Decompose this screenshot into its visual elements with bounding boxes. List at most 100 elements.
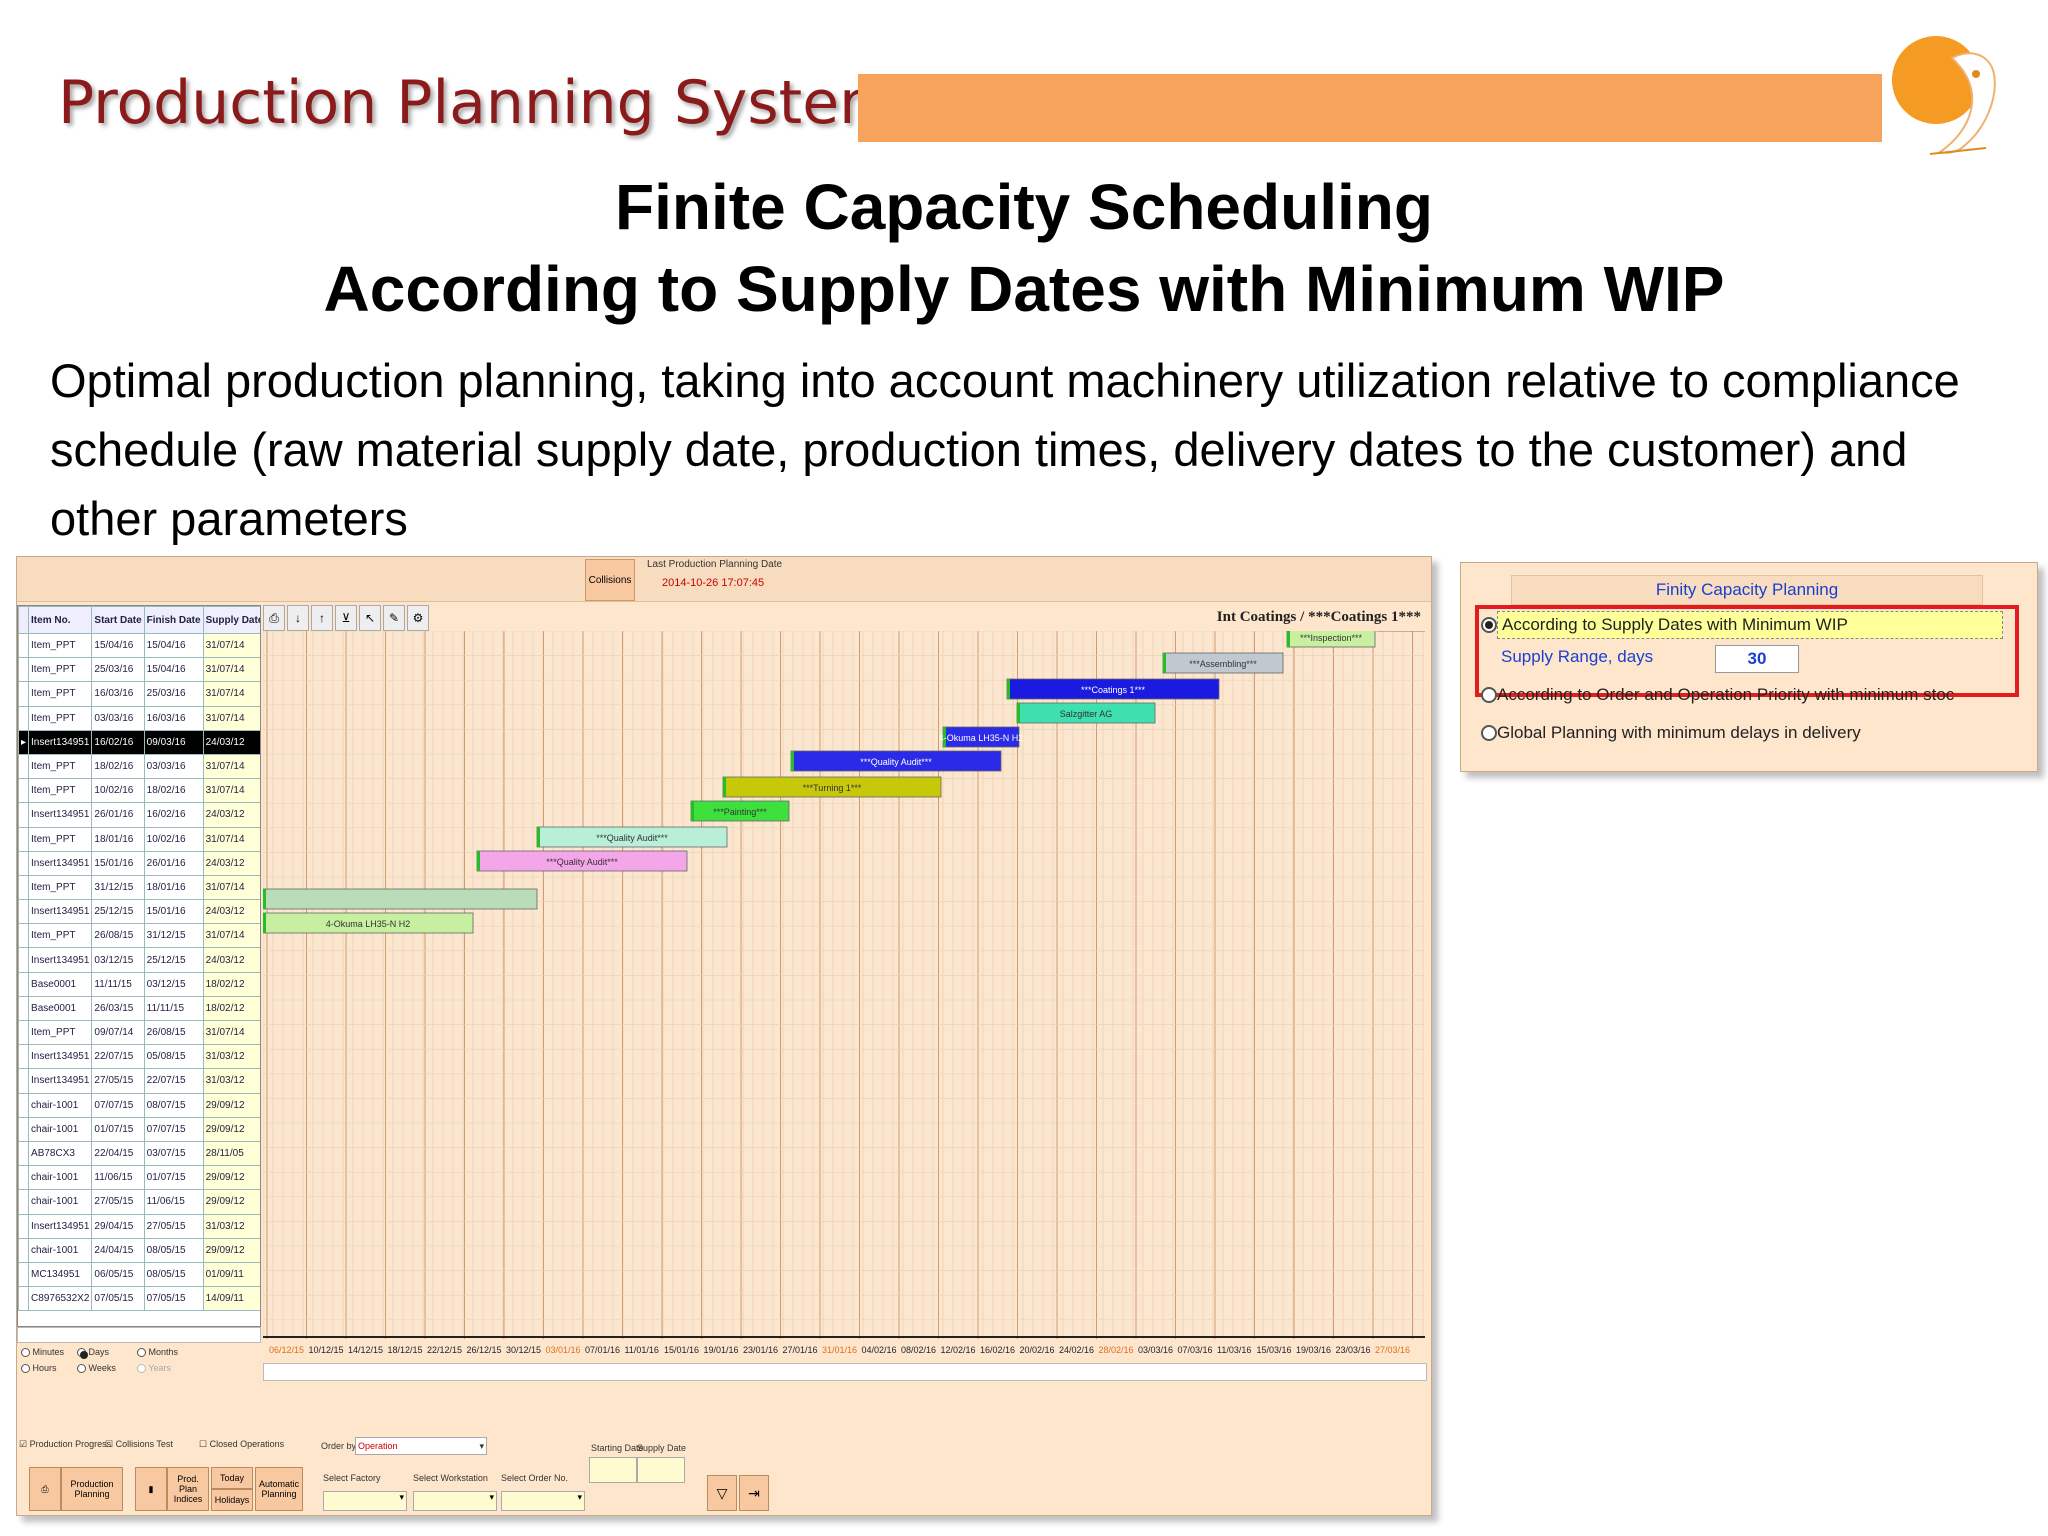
table-row[interactable]: Insert134951 03/12/15 25/12/15 24/03/12 bbox=[18, 947, 260, 973]
today-button[interactable]: Today bbox=[211, 1467, 253, 1489]
table-row[interactable]: Item_PPT 18/01/16 10/02/16 31/07/14 bbox=[18, 826, 260, 852]
chart-button[interactable]: ▮ bbox=[135, 1467, 167, 1511]
zoom-minutes[interactable]: Minutes bbox=[21, 1347, 64, 1358]
option2-radio[interactable] bbox=[1481, 687, 1497, 703]
zoom-weeks[interactable]: Weeks bbox=[77, 1363, 116, 1374]
automatic-planning-button[interactable]: Automatic Planning bbox=[255, 1467, 303, 1511]
table-row[interactable]: Insert134951 29/04/15 27/05/15 31/03/12 bbox=[18, 1213, 260, 1239]
table-row[interactable]: ▸ Insert134951 16/02/16 09/03/16 24/03/12 bbox=[18, 729, 260, 755]
gantt-bar[interactable] bbox=[263, 888, 538, 910]
table-row[interactable]: Insert134951 26/01/16 16/02/16 24/03/12 bbox=[18, 802, 260, 828]
table-cell: 31/07/14 bbox=[202, 1019, 260, 1046]
pin-icon[interactable]: ✎ bbox=[383, 605, 405, 631]
collisions-button[interactable]: Collisions bbox=[585, 559, 635, 601]
supply-range-input[interactable]: 30 bbox=[1715, 645, 1799, 673]
sort-asc-icon[interactable]: ↓ bbox=[287, 605, 309, 631]
option3-radio[interactable] bbox=[1481, 725, 1497, 741]
header-accent-bar bbox=[858, 74, 1882, 142]
row-marker bbox=[18, 1068, 30, 1094]
table-row[interactable]: Item_PPT 15/04/16 15/04/16 31/07/14 bbox=[18, 632, 260, 659]
table-cell: AB78CX3 bbox=[28, 1140, 93, 1167]
table-cell: 31/07/14 bbox=[202, 778, 260, 804]
table-row[interactable]: C8976532X2 07/05/15 07/05/15 14/09/11 bbox=[18, 1286, 260, 1312]
table-cell: 28/11/05 bbox=[202, 1140, 260, 1167]
supply-date-label: Supply Date bbox=[637, 1443, 687, 1453]
gantt-bar[interactable] bbox=[263, 912, 474, 934]
table-row[interactable]: chair-1001 07/07/15 08/07/15 29/09/12 bbox=[18, 1092, 260, 1118]
table-row[interactable]: Insert134951 25/12/15 15/01/16 24/03/12 bbox=[18, 899, 260, 925]
table-row[interactable]: Item_PPT 16/03/16 25/03/16 31/07/14 bbox=[18, 681, 260, 707]
print-button[interactable]: ⎙ bbox=[29, 1467, 61, 1511]
filter-icon[interactable]: ⊻ bbox=[335, 605, 357, 631]
table-cell: 15/01/16 bbox=[91, 850, 145, 876]
table-row[interactable]: Item_PPT 18/02/16 03/03/16 31/07/14 bbox=[18, 753, 260, 780]
starting-date-input[interactable] bbox=[589, 1457, 637, 1483]
table-row[interactable]: Base0001 26/03/15 11/11/15 18/02/12 bbox=[18, 995, 260, 1022]
holidays-button[interactable]: Holidays bbox=[211, 1489, 253, 1511]
closed-operations-checkbox[interactable]: ☐ Closed Operations bbox=[199, 1439, 285, 1449]
settings-icon[interactable]: ⚙ bbox=[407, 605, 429, 631]
table-row[interactable]: chair-1001 01/07/15 07/07/15 29/09/12 bbox=[18, 1116, 260, 1142]
gantt-horizontal-scrollbar[interactable] bbox=[263, 1363, 1427, 1381]
table-row[interactable]: Item_PPT 03/03/16 16/03/16 31/07/14 bbox=[18, 705, 260, 731]
table-row[interactable]: chair-1001 24/04/15 08/05/15 29/09/12 bbox=[18, 1237, 260, 1263]
table-row[interactable]: Item_PPT 26/08/15 31/12/15 31/07/14 bbox=[18, 923, 260, 949]
col-finish-date[interactable]: Finish Date bbox=[143, 606, 204, 634]
table-row[interactable]: Item_PPT 09/07/14 26/08/15 31/07/14 bbox=[18, 1019, 260, 1046]
table-cell: 31/07/14 bbox=[202, 874, 260, 901]
zoom-months[interactable]: Months bbox=[137, 1347, 178, 1358]
production-progress-checkbox[interactable]: ☑ Production Progress bbox=[19, 1439, 112, 1449]
collisions-test-checkbox[interactable]: ☐ Collisions Test bbox=[105, 1439, 173, 1449]
select-factory-dropdown[interactable]: ▾ bbox=[323, 1491, 407, 1511]
table-row[interactable]: Insert134951 15/01/16 26/01/16 24/03/12 bbox=[18, 850, 260, 876]
table-row[interactable]: Item_PPT 10/02/16 18/02/16 31/07/14 bbox=[18, 778, 260, 804]
date-tick-label: 22/12/15 bbox=[427, 1345, 463, 1355]
select-workstation-dropdown[interactable]: ▾ bbox=[413, 1491, 497, 1511]
order-by-select[interactable]: Operation ▾ bbox=[355, 1437, 487, 1455]
top-strip: Collisions Last Production Planning Date… bbox=[17, 557, 1431, 602]
exit-button[interactable]: ⇥ bbox=[739, 1475, 769, 1511]
sort-desc-icon[interactable]: ↑ bbox=[311, 605, 333, 631]
table-row[interactable]: MC134951 06/05/15 08/05/15 01/09/11 bbox=[18, 1261, 260, 1288]
grid-horizontal-scrollbar[interactable] bbox=[17, 1327, 261, 1343]
table-cell: Insert134951 bbox=[28, 1068, 93, 1094]
zoom-hours[interactable]: Hours bbox=[21, 1363, 57, 1374]
gantt-date-scale: 06/12/15 10/12/15 14/12/15 18/12/15 22/12/15… bbox=[263, 1341, 1423, 1363]
table-row[interactable]: chair-1001 27/05/15 11/06/15 29/09/12 bbox=[18, 1189, 260, 1215]
zoom-years[interactable]: Years bbox=[137, 1363, 172, 1374]
table-row[interactable]: Insert134951 27/05/15 22/07/15 31/03/12 bbox=[18, 1068, 260, 1094]
gantt-bar-start-marker bbox=[263, 913, 266, 933]
table-cell: chair-1001 bbox=[28, 1189, 93, 1215]
option-global-planning[interactable]: Global Planning with minimum delays in d… bbox=[1497, 723, 1861, 742]
zoom-years-label: Years bbox=[148, 1363, 172, 1373]
option1-radio[interactable] bbox=[1481, 617, 1497, 633]
filter-button[interactable]: ▽ bbox=[707, 1475, 737, 1511]
table-row[interactable]: AB78CX3 22/04/15 03/07/15 28/11/05 bbox=[18, 1140, 260, 1167]
gantt-bar-start-marker bbox=[691, 801, 694, 821]
pointer-icon[interactable]: ↖ bbox=[359, 605, 381, 631]
option-supply-dates[interactable]: According to Supply Dates with Minimum W… bbox=[1497, 611, 2003, 639]
col-item-no[interactable]: Item No. bbox=[28, 606, 93, 634]
row-marker bbox=[18, 1044, 30, 1070]
prod-plan-indices-button[interactable]: Prod. Plan Indices bbox=[167, 1467, 209, 1511]
table-cell: 31/03/12 bbox=[202, 1068, 260, 1094]
table-row[interactable]: Item_PPT 31/12/15 18/01/16 31/07/14 bbox=[18, 874, 260, 901]
production-progress-label: Production Progress bbox=[29, 1439, 112, 1449]
col-supply-date[interactable]: Supply Date bbox=[202, 606, 260, 634]
col-start-date[interactable]: Start Date bbox=[91, 606, 145, 634]
gantt-bar-start-marker bbox=[477, 851, 480, 871]
print-icon[interactable]: ⎙ bbox=[263, 605, 285, 631]
table-row[interactable]: chair-1001 11/06/15 01/07/15 29/09/12 bbox=[18, 1165, 260, 1191]
option-order-priority[interactable]: According to Order and Operation Priorit… bbox=[1497, 685, 1955, 704]
table-cell: 26/01/16 bbox=[143, 850, 204, 876]
table-row[interactable]: Insert134951 22/07/15 05/08/15 31/03/12 bbox=[18, 1044, 260, 1070]
production-planning-button[interactable]: Production Planning bbox=[61, 1467, 123, 1511]
table-row[interactable]: Base0001 11/11/15 03/12/15 18/02/12 bbox=[18, 971, 260, 997]
zoom-days[interactable]: Days bbox=[77, 1347, 109, 1358]
table-cell: 11/06/15 bbox=[91, 1165, 145, 1191]
table-row[interactable]: Item_PPT 25/03/16 15/04/16 31/07/14 bbox=[18, 657, 260, 683]
select-order-label: Select Order No. bbox=[501, 1473, 569, 1483]
select-order-dropdown[interactable]: ▾ bbox=[501, 1491, 585, 1511]
supply-date-input[interactable] bbox=[637, 1457, 685, 1483]
table-cell: Insert134951 bbox=[28, 802, 93, 828]
